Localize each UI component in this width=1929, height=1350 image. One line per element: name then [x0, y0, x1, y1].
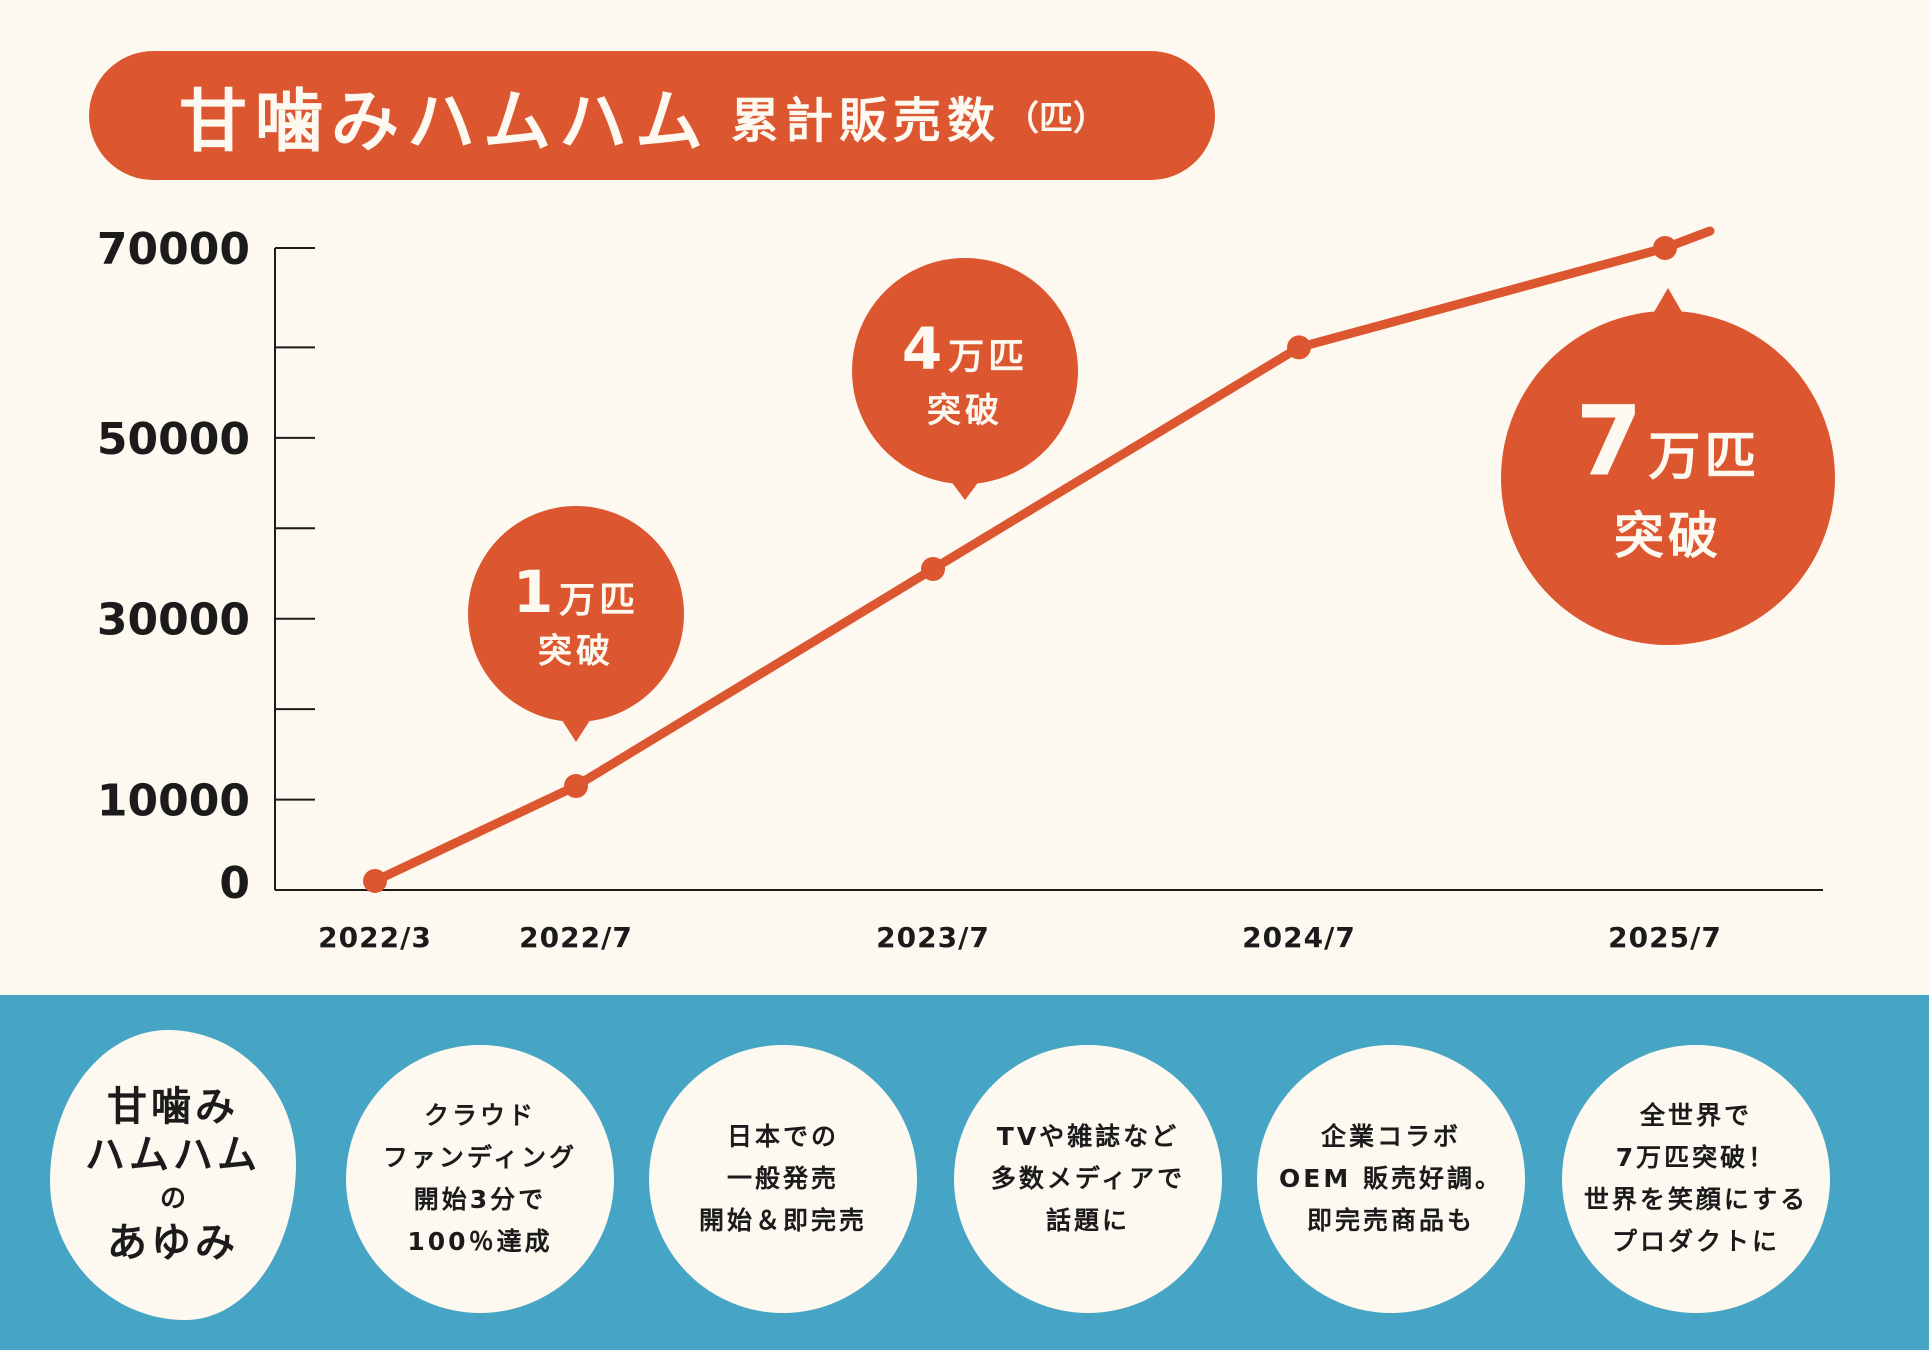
milestone-line: プロダクトに	[1611, 1227, 1780, 1256]
sales-line-chart: 70000 50000 30000 10000 0 2022/3 2022/7 2023/7…	[97, 224, 1835, 954]
bubble-tail	[558, 714, 594, 742]
data-point	[564, 774, 588, 799]
bubble-label: 突破	[927, 391, 1003, 431]
milestone-circle: TVや雑誌など 多数メディアで 話題に	[954, 1045, 1222, 1313]
intro-line-2: ハムハム	[85, 1132, 261, 1178]
brand-title: 甘噛みハムハム	[179, 83, 712, 162]
milestone-text: クラウドファンディング 開始3分で 100％達成	[383, 1095, 577, 1263]
data-points	[363, 236, 1677, 893]
bubble-circle	[852, 258, 1078, 484]
chart-title: 累計販売数	[731, 92, 1002, 149]
milestone-line: 開始3分で	[413, 1185, 547, 1214]
intro-line-4: あゆみ	[107, 1220, 239, 1266]
milestone-text: 日本での一般発売開始＆即完売	[699, 1116, 867, 1242]
title-banner: 甘噛みハムハム 累計販売数 （匹）	[89, 51, 1215, 180]
milestone-line: クラウド	[423, 1101, 536, 1130]
bubble-value-number: 4	[902, 315, 942, 383]
bubble-value-unit: 万匹	[1648, 428, 1760, 488]
milestone-line: TVや雑誌など	[996, 1122, 1180, 1151]
bubble-tail	[1650, 288, 1686, 319]
bubble-value: 1 万匹	[513, 558, 639, 626]
bubble-label: 突破	[1614, 507, 1722, 565]
milestone-line: 7万匹突破！	[1615, 1143, 1777, 1172]
milestone-line: 多数メディアで	[990, 1164, 1186, 1193]
bubble-circle	[468, 506, 684, 722]
bubble-value: 4 万匹	[902, 315, 1028, 383]
y-tick-labels: 70000 50000 30000 10000 0	[97, 224, 250, 909]
milestone-line: 日本での	[726, 1122, 839, 1151]
y-tick-label: 10000	[97, 776, 250, 827]
x-tick-label: 2022/7	[519, 921, 633, 954]
milestone-line: 世界を笑顔にする	[1583, 1185, 1809, 1214]
milestone-line: 開始＆即完売	[698, 1206, 867, 1235]
milestone-line: 企業コラボ	[1320, 1122, 1461, 1151]
milestone-line: ファンディング	[382, 1143, 578, 1172]
x-tick-label: 2025/7	[1608, 921, 1722, 954]
milestone-bubble: 1 万匹突破	[468, 506, 684, 742]
y-tick-label: 0	[219, 858, 250, 909]
data-point	[921, 556, 945, 581]
data-point	[363, 868, 387, 893]
chart-axes	[274, 247, 1823, 891]
bubble-label: 突破	[538, 632, 614, 672]
bubble-value-unit: 万匹	[948, 337, 1028, 378]
milestone-text: TVや雑誌など 多数メディアで 話題に	[991, 1116, 1185, 1242]
bubble-value-number: 1	[513, 558, 553, 626]
milestone-circle: 企業コラボ OEM 販売好調。 即完売商品も	[1257, 1045, 1525, 1313]
x-tick-labels: 2022/3 2022/7 2023/7 2024/7 2025/7	[318, 921, 1722, 954]
milestone-line: 100％達成	[407, 1227, 553, 1256]
bubble-value: 7 万匹	[1576, 386, 1761, 498]
milestone-bubble: 7 万匹突破	[1501, 288, 1835, 645]
unit-label: （匹）	[1005, 99, 1108, 139]
milestone-text: 全世界で 7万匹突破！ 世界を笑顔にする プロダクトに	[1584, 1095, 1808, 1263]
milestone-line: 全世界で	[1639, 1101, 1752, 1130]
timeline-intro: 甘噛み ハムハム の あゆみ	[50, 1030, 296, 1320]
y-tick-label: 50000	[97, 414, 250, 465]
milestone-line: 即完売商品も	[1306, 1206, 1475, 1235]
milestone-text: 企業コラボ OEM 販売好調。 即完売商品も	[1279, 1116, 1503, 1242]
x-tick-label: 2024/7	[1242, 921, 1356, 954]
milestone-circle: 日本での一般発売開始＆即完売	[649, 1045, 917, 1313]
milestone-circle: 全世界で 7万匹突破！ 世界を笑顔にする プロダクトに	[1562, 1045, 1830, 1313]
milestone-line: 話題に	[1045, 1206, 1130, 1235]
x-tick-label: 2022/3	[318, 921, 432, 954]
bubble-value-unit: 万匹	[559, 580, 639, 621]
bubble-value-number: 7	[1576, 386, 1643, 498]
intro-line-1: 甘噛み	[107, 1084, 239, 1130]
milestone-bubble: 4 万匹突破	[852, 258, 1078, 500]
x-tick-label: 2023/7	[876, 921, 990, 954]
intro-line-3: の	[159, 1184, 186, 1214]
bubble-tail	[947, 476, 983, 500]
y-tick-label: 70000	[97, 224, 250, 275]
data-point	[1287, 335, 1311, 360]
milestone-line: OEM 販売好調。	[1279, 1164, 1503, 1193]
data-point	[1653, 236, 1677, 260]
y-tick-label: 30000	[97, 595, 250, 646]
milestone-line: 一般発売	[726, 1164, 839, 1193]
milestone-circle: クラウドファンディング 開始3分で 100％達成	[346, 1045, 614, 1313]
bubble-circle	[1501, 311, 1835, 645]
